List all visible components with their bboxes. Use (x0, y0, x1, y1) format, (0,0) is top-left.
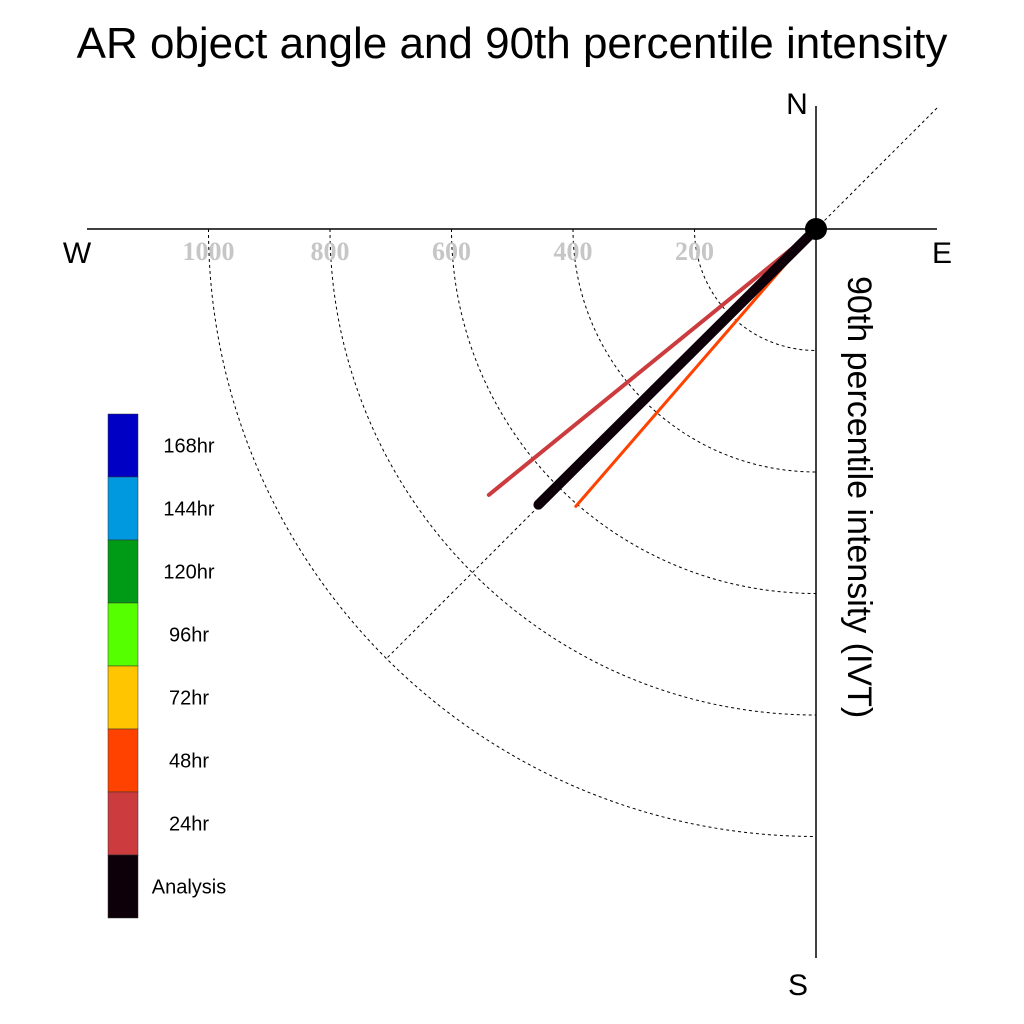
grid-ring-200 (694, 228, 817, 351)
legend-swatch-analysis (107, 854, 139, 919)
radial-axis-title: 90th percentile intensity (IVT) (840, 276, 878, 718)
legend-swatch-72hr (107, 665, 139, 730)
radial-tick-labels: 200 400 600 800 1000 (183, 237, 715, 266)
legend-label-48hr: 48hr (169, 751, 209, 773)
south-label: S (788, 969, 808, 1002)
north-label: N (786, 88, 808, 121)
tick-label-200: 200 (675, 237, 714, 266)
legend-label-120hr: 120hr (163, 562, 214, 584)
radial-grid (208, 228, 817, 837)
diagonal-guide-line (385, 107, 938, 660)
legend-label-96hr: 96hr (169, 625, 209, 647)
legend: 168hr 144hr 120hr 96hr 72hr 48hr 24hr Analysis (107, 413, 226, 919)
east-label: E (932, 237, 952, 270)
legend-swatch-96hr (107, 602, 139, 667)
tick-label-800: 800 (311, 237, 350, 266)
chart-title: AR object angle and 90th percentile inte… (77, 19, 948, 68)
grid-ring-400 (572, 228, 817, 473)
legend-swatch-24hr (107, 791, 139, 856)
series-line-analysis (533, 224, 821, 510)
legend-swatch-48hr (107, 728, 139, 793)
tick-label-400: 400 (554, 237, 593, 266)
series-lines (486, 224, 821, 510)
grid-ring-600 (451, 228, 817, 594)
legend-label-144hr: 144hr (163, 499, 214, 521)
legend-swatch-144hr (107, 476, 139, 541)
series-line-24hr (486, 227, 818, 497)
origin-marker (805, 218, 827, 240)
legend-label-168hr: 168hr (163, 436, 214, 458)
grid-ring-1000 (208, 228, 817, 837)
tick-label-600: 600 (432, 237, 471, 266)
legend-label-24hr: 24hr (169, 814, 209, 836)
grid-ring-800 (329, 228, 817, 716)
tick-label-1000: 1000 (183, 237, 235, 266)
legend-swatch-120hr (107, 539, 139, 604)
legend-label-72hr: 72hr (169, 688, 209, 710)
west-label: W (63, 237, 92, 270)
legend-swatch-168hr (107, 413, 139, 478)
legend-label-analysis: Analysis (152, 877, 226, 899)
